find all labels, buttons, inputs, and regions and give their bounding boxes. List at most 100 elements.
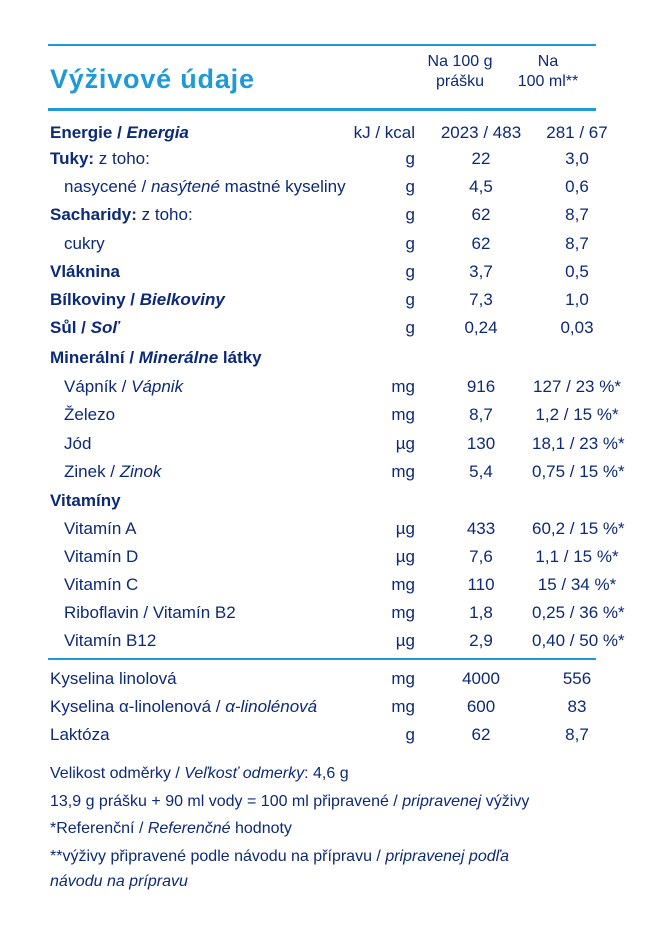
row-unit: g xyxy=(405,262,415,281)
row-label: Kyselina linolová xyxy=(50,669,177,688)
row-unit: mg xyxy=(391,405,415,424)
row-cukry: cukry g 62 8,7 xyxy=(50,231,610,256)
label-rest: mastné kyseliny xyxy=(219,177,346,196)
table-title: Výživové údaje xyxy=(50,64,255,94)
label-rest: z toho: xyxy=(136,205,193,224)
row-unit: mg xyxy=(391,377,415,396)
row-unit: g xyxy=(405,149,415,168)
row-label: Minerální / Minerálne látky xyxy=(50,345,262,370)
row-unit: g xyxy=(405,177,415,196)
label-main: Minerální / xyxy=(50,348,139,367)
row-unit: g xyxy=(405,205,415,224)
label-main: Tuky: xyxy=(50,149,95,168)
row-label: Vitamín D xyxy=(64,547,139,566)
row-label: Vitamín C xyxy=(64,575,139,594)
row-value-100ml: 8,7 xyxy=(565,725,589,744)
row-label: Bílkoviny / Bielkoviny xyxy=(50,287,225,312)
row-label: Vápník / Vápnik xyxy=(64,374,183,399)
header-rule xyxy=(48,108,596,111)
row-unit: g xyxy=(405,234,415,253)
row-kyselina-linolova: Kyselina linolová mg 4000 556 xyxy=(50,666,610,691)
label-rest: z toho: xyxy=(94,149,150,168)
note-text-sk: Referenčné xyxy=(147,820,231,837)
label-main: Sacharidy: xyxy=(50,205,137,224)
row-zinek: Zinek / Zinok mg 5,4 0,75 / 15 %* xyxy=(50,459,625,484)
row-value-100ml: 0,6 xyxy=(565,177,589,196)
label-sk: nasýtené xyxy=(150,177,220,196)
row-label: Vláknina xyxy=(50,262,120,281)
note-prepared-per-instructions-cont: návodu na prípravu xyxy=(50,870,610,893)
row-value-100ml: 281 / 67 xyxy=(546,123,608,142)
note-prepared-per-instructions: **výživy připravené podle návodu na příp… xyxy=(50,845,610,868)
row-value-100g: 110 xyxy=(467,575,495,594)
row-value-100ml: 3,0 xyxy=(565,149,589,168)
label-sk: Vápnik xyxy=(131,377,184,396)
row-value-100g: 62 xyxy=(471,234,491,253)
row-tuky: Tuky: z toho: g 22 3,0 xyxy=(50,146,610,171)
row-label: nasycené / nasýtené mastné kyseliny xyxy=(64,174,346,199)
row-value-100ml: 0,03 xyxy=(560,318,594,337)
row-value-100ml: 0,40 / 50 %* xyxy=(532,631,625,650)
row-unit: mg xyxy=(391,462,415,481)
row-vapnik: Vápník / Vápnik mg 916 127 / 23 %* xyxy=(50,374,621,399)
row-label: Sacharidy: z toho: xyxy=(50,202,193,227)
row-value-100g: 3,7 xyxy=(469,262,493,281)
note-text-rest: : 4,6 g xyxy=(304,765,349,782)
row-bilkoviny: Bílkoviny / Bielkoviny g 7,3 1,0 xyxy=(50,287,610,312)
row-sacharidy: Sacharidy: z toho: g 62 8,7 xyxy=(50,202,610,227)
note-text: 13,9 g prášku + 90 ml vody = 100 ml přip… xyxy=(50,793,403,810)
row-label: Železo xyxy=(64,405,116,424)
note-reference-values: *Referenční / Referenčné hodnoty xyxy=(50,817,610,840)
row-value-100g: 7,6 xyxy=(469,547,493,566)
row-value-100g: 1,8 xyxy=(469,603,493,622)
row-label: cukry xyxy=(64,234,105,253)
note-text-sk: Veľkosť odmerky xyxy=(184,765,305,782)
row-sul: Sůl / Soľ g 0,24 0,03 xyxy=(50,315,610,340)
label-sk: Bielkoviny xyxy=(139,290,225,309)
row-label: Vitamíny xyxy=(50,491,121,510)
section-rule xyxy=(48,658,596,660)
row-value-100ml: 0,25 / 36 %* xyxy=(532,603,625,622)
row-value-100g: 600 xyxy=(466,697,496,716)
row-value-100ml: 1,2 / 15 %* xyxy=(535,405,619,424)
label-main: Sůl / xyxy=(50,318,91,337)
row-value-100g: 62 xyxy=(471,725,491,744)
note-text-sk: pripravenej xyxy=(402,793,482,810)
column-header-per-100ml: Na 100 ml** xyxy=(506,52,590,92)
row-unit: mg xyxy=(391,575,415,594)
row-value-100ml: 556 xyxy=(562,669,592,688)
row-label: Sůl / Soľ xyxy=(50,315,119,340)
row-value-100ml: 83 xyxy=(567,697,587,716)
row-laktoza: Laktóza g 62 8,7 xyxy=(50,722,610,747)
row-unit: µg xyxy=(395,434,415,453)
note-scoop-size: Velikost odměrky / Veľkosť odmerky: 4,6 … xyxy=(50,762,610,785)
row-value-100ml: 8,7 xyxy=(565,205,589,224)
label-sk: α-linolénová xyxy=(225,697,318,716)
row-value-100ml: 0,75 / 15 %* xyxy=(532,462,625,481)
row-energie: Energie / Energia kJ / kcal 2023 / 483 2… xyxy=(50,120,610,145)
label-sk: Energia xyxy=(126,123,189,142)
column-header-per-100ml-line1: Na xyxy=(537,53,559,70)
row-value-100g: 2023 / 483 xyxy=(440,123,522,142)
note-text-rest: hodnoty xyxy=(230,820,292,837)
label-main: Zinek / xyxy=(64,462,120,481)
label-main: Kyselina α-linolenová / xyxy=(50,697,226,716)
note-text-sk: návodu na prípravu xyxy=(50,873,188,890)
row-value-100ml: 60,2 / 15 %* xyxy=(532,519,625,538)
row-vitamin-a: Vitamín A µg 433 60,2 / 15 %* xyxy=(50,516,625,541)
row-mineralni: Minerální / Minerálne látky xyxy=(50,345,610,370)
row-value-100ml: 1,1 / 15 %* xyxy=(535,547,619,566)
note-text-sk: pripravenej podľa xyxy=(385,848,510,865)
row-unit: mg xyxy=(391,669,415,688)
row-value-100ml: 0,5 xyxy=(565,262,589,281)
row-vitamin-c: Vitamín C mg 110 15 / 34 %* xyxy=(50,572,616,597)
row-label: Vitamín B12 xyxy=(64,631,157,650)
label-sk: Minerálne xyxy=(138,348,219,367)
row-value-100g: 4000 xyxy=(462,669,500,688)
note-text: Velikost odměrky / xyxy=(50,765,185,782)
label-sk: Zinok xyxy=(119,462,162,481)
row-label: Jód xyxy=(64,434,92,453)
row-value-100g: 130 xyxy=(466,434,496,453)
row-vlaknina: Vláknina g 3,7 0,5 xyxy=(50,259,610,284)
row-vitamin-b12: Vitamín B12 µg 2,9 0,40 / 50 %* xyxy=(50,628,625,653)
